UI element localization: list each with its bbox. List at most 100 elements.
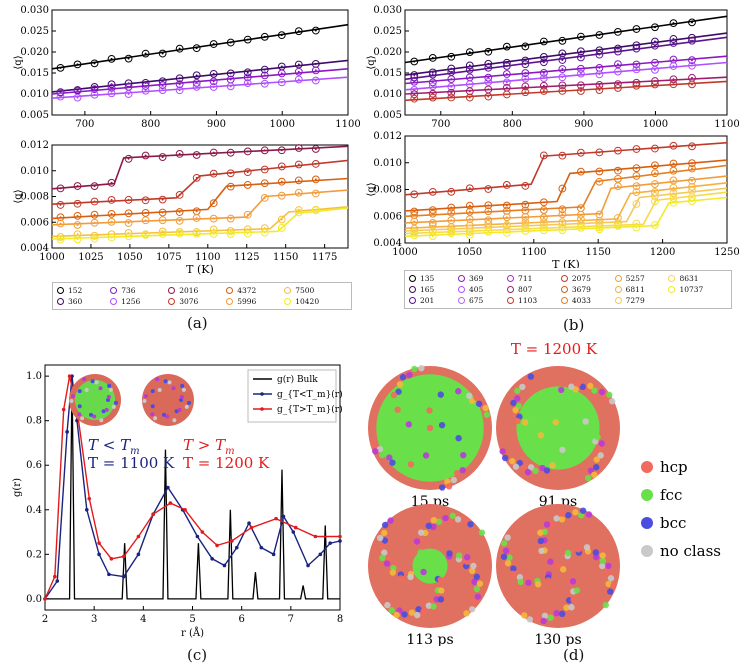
atom [537,432,545,439]
atom [553,609,560,617]
atom [415,606,422,613]
data-point-dot-2016 [76,185,79,188]
atom [605,562,612,570]
data-point-dot-4033 [672,169,675,172]
data-point-3076 [158,195,167,204]
data-point-1103 [576,87,585,95]
data-point-405 [521,74,530,83]
atom [378,451,386,459]
atom [568,604,575,611]
data-point-1256 [209,83,218,91]
legend-marker-icon [614,286,622,293]
data-point-dot-152 [314,29,317,32]
data-point-dot-405 [616,70,619,73]
atom [516,574,524,581]
data-point-dot-152 [161,52,164,55]
atom [502,547,510,555]
data-point-dot-5257 [450,219,453,222]
data-point-dot-201 [561,59,564,62]
data-point-10737 [428,232,437,240]
snapshot-cluster [496,366,620,490]
data-point-hot [61,407,66,412]
atom [406,371,413,379]
atom [500,540,508,547]
x-tick-label: 800 [503,119,522,130]
data-point-hot [136,534,141,539]
data-point-cold [210,556,214,561]
atom [570,596,577,604]
y-axis-label: ⟨q⟩ [366,55,377,69]
data-point-5257 [576,210,585,219]
snapshot-time-label: 130 ps [534,632,581,646]
data-point-dot-7500 [76,233,79,236]
data-point-dot-4033 [653,172,656,175]
atom [525,579,532,586]
data-point-152 [226,38,235,47]
legend-label: 6811 [625,285,645,294]
legend-label: 675 [469,296,484,305]
data-point-360 [243,68,252,77]
atom [541,612,549,620]
data-point-dot-1256 [314,79,317,82]
data-point-7500 [277,215,286,224]
data-point-hot [67,374,72,378]
data-point-dot-4033 [598,180,601,183]
data-point-2016 [311,145,320,153]
data-point-hot [183,507,187,512]
atom [598,440,605,447]
atom [606,391,613,399]
data-point-4372 [141,209,150,217]
data-point-dot-4033 [635,174,638,177]
data-point-4033 [447,208,456,217]
data-point-360 [226,69,235,78]
data-point-dot-5996 [263,196,266,199]
data-point-dot-369 [598,66,601,69]
annotation-cold-condition: T < Tm [88,436,140,457]
y-tick-label: 0.015 [20,68,49,79]
atom [386,454,393,461]
y-tick-label: 0.006 [373,211,402,222]
data-point-dot-1103 [598,89,601,92]
x-tick-label: 4 [140,614,146,625]
atom [430,516,438,524]
data-point-2075 [651,144,659,153]
atom [547,558,554,565]
data-point-dot-5996 [110,220,113,223]
data-point-dot-3679 [672,162,675,165]
data-point-135 [447,52,456,61]
data-point-dot-2075 [505,183,508,186]
legend-label: 5257 [625,274,645,283]
atom [150,412,155,417]
data-point-dot-3076 [297,163,300,166]
atom [437,391,444,398]
data-point-2016 [260,146,269,155]
data-point-dot-405 [561,76,564,79]
data-point-3076 [56,201,65,209]
data-point-dot-4372 [110,212,113,215]
atom [504,560,512,567]
snapshot-time-label: 113 ps [406,632,453,646]
atom [607,575,615,582]
data-point-3076 [311,160,320,168]
atom [106,398,110,402]
data-point-dot-807 [690,76,693,79]
data-point-5257 [614,182,622,191]
data-point-152 [260,32,269,41]
data-point-807 [447,88,456,97]
data-point-369 [521,69,530,77]
data-point-dot-2075 [413,193,416,196]
data-point-1256 [311,76,320,85]
data-point-4033 [539,206,548,214]
data-point-10737 [484,227,493,236]
data-point-dot-1103 [524,91,527,94]
legend-marker-icon [641,545,653,557]
series-fit-10420 [51,207,349,240]
atom [510,399,517,407]
data-point-369 [632,60,641,69]
atom [92,414,97,419]
data-point-dot-736 [178,83,181,86]
atom [450,476,458,484]
y-tick-label: 0.025 [373,26,402,37]
data-point-dot-2075 [542,154,545,157]
atom [591,471,598,478]
